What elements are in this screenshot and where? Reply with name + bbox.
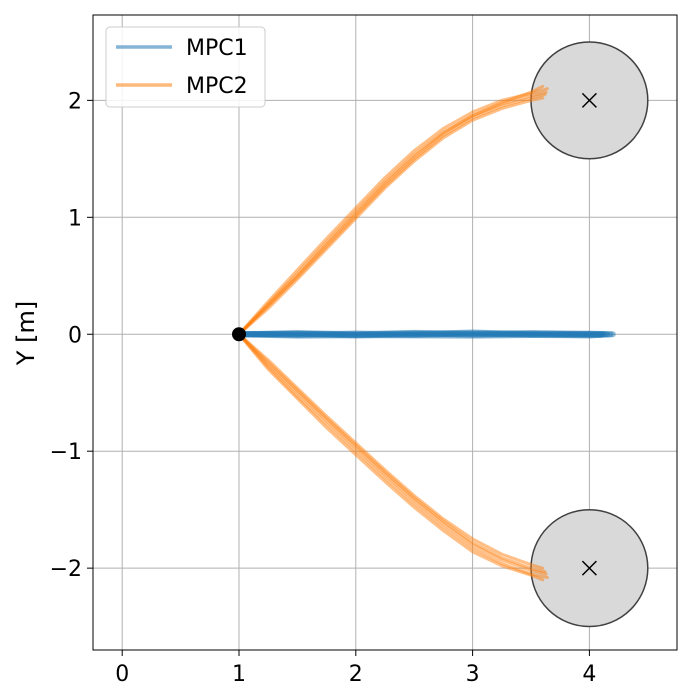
legend-label-mpc2: MPC2 — [186, 74, 248, 99]
x-tick-label: 0 — [115, 662, 129, 687]
trajectory-line — [237, 332, 545, 570]
trajectory-line — [237, 84, 545, 336]
trajectory-line — [237, 332, 548, 576]
x-tick-label: 3 — [466, 662, 480, 687]
x-tick-label: 1 — [232, 662, 246, 687]
trajectory-line — [237, 87, 549, 336]
trajectory-line — [237, 332, 547, 574]
y-tick-label: 1 — [68, 206, 82, 231]
series-layer — [236, 84, 616, 582]
y-tick-label: −2 — [50, 557, 82, 582]
plot-frame — [92, 14, 678, 651]
obstacle-center-marker — [581, 560, 597, 576]
trajectory-line — [236, 329, 616, 339]
y-axis-label: Y [m] — [12, 301, 40, 366]
y-tick-label: 2 — [68, 89, 82, 114]
start-layer — [232, 327, 246, 342]
legend-label-mpc1: MPC1 — [186, 36, 248, 61]
series-mpc2 — [237, 84, 549, 582]
trajectory-line — [237, 332, 549, 579]
series-mpc1 — [236, 329, 616, 339]
y-tick-label: 0 — [68, 323, 82, 348]
trajectory-line — [237, 332, 545, 582]
legend: MPC1 MPC2 — [105, 26, 266, 108]
y-tick-label: −1 — [50, 440, 82, 465]
obstacles — [530, 41, 649, 628]
ticks: 0 1 2 3 4 −2 −1 0 1 2 — [50, 89, 597, 687]
trajectory-line — [237, 96, 545, 336]
obstacle-center-marker — [581, 92, 597, 108]
start-point — [232, 327, 246, 342]
x-tick-label: 4 — [582, 662, 596, 687]
x-tick-label: 2 — [349, 662, 363, 687]
